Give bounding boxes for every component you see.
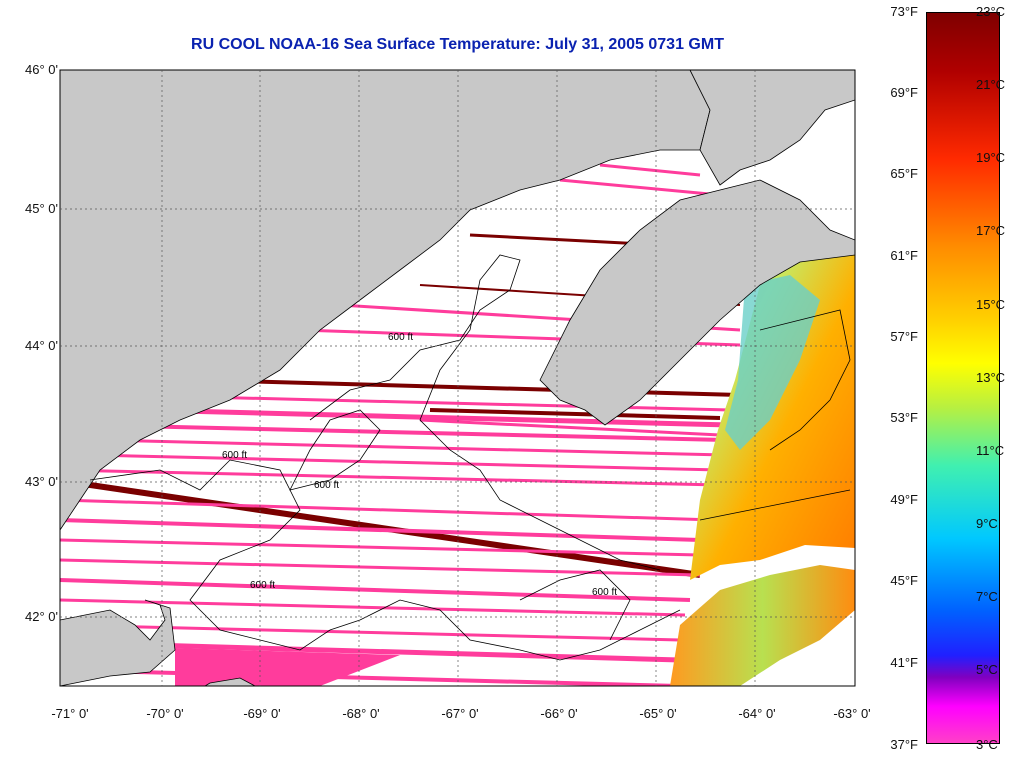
colorbar-c-label: 13°C [976,370,1006,385]
colorbar-c-label: 11°C [976,443,1005,458]
warm-water-region [690,255,855,580]
land-nova-scotia [539,179,855,426]
lon-label-67: -67° 0' [441,706,479,721]
lon-label-65: -65° 0' [639,706,677,721]
swath-stripe [429,408,721,420]
contour-label: 600 ft [314,480,339,491]
swath-stripe [89,423,726,442]
colorbar-f-label: 37°F [890,737,918,752]
lat-label-45: 45° 0' [25,201,58,216]
lat-label-43: 43° 0' [25,474,58,489]
swath-block [175,648,400,686]
swath-stripe [559,178,721,197]
lon-label-66: -66° 0' [540,706,578,721]
land-new-brunswick [689,70,855,186]
colorbar-c-label: 19°C [976,150,1006,165]
colorbar-c-label: 5°C [976,662,998,677]
southern-warm-patch [670,565,855,686]
colorbar-f-label: 61°F [890,248,918,263]
depth-contours [89,254,851,661]
colorbar-c-label: 9°C [976,516,998,531]
map-frame [59,69,856,687]
colorbar-f-label: 53°F [890,410,918,425]
swath-stripe [60,468,721,487]
swath-stripe [60,518,701,542]
colorbar-f-label: 49°F [890,492,918,507]
contour-label: 600 ft [388,332,413,343]
lon-label-71: -71° 0' [51,706,89,721]
colorbar-f-label: 73°F [890,4,918,19]
colorbar-c-label: 7°C [976,589,998,604]
lon-label-69: -69° 0' [243,706,281,721]
land-nantucket [204,677,256,686]
swath-stripe [99,438,726,457]
swath-stripe [139,407,731,428]
lon-label-70: -70° 0' [146,706,184,721]
colorbar-c-label: 21°C [976,77,1006,92]
land-cape-cod [60,599,176,686]
lon-label-63: -63° 0' [833,706,871,721]
swath-stripe [419,418,721,437]
colorbar-c-label: 23°C [976,4,1006,19]
colorbar-f-label: 69°F [890,85,918,100]
lat-label-42: 42° 0' [25,609,58,624]
contour-label: 600 ft [250,580,275,591]
swath-stripe [199,378,741,397]
colorbar-f-label: 41°F [890,655,918,670]
temperature-colorbar [926,12,1000,744]
colorbar-f-label: 65°F [890,166,918,181]
colorbar-c-label: 3°C [976,737,998,752]
swath-stripe [599,163,701,177]
swath-stripe [60,558,701,577]
cool-water-patch [725,275,820,450]
swath-stripe [89,453,721,472]
lon-label-64: -64° 0' [738,706,776,721]
map-title: RU COOL NOAA-16 Sea Surface Temperature:… [191,36,724,53]
lon-label-68: -68° 0' [342,706,380,721]
swath-stripe [60,598,686,617]
colorbar-f-label: 45°F [890,573,918,588]
land-mainland [60,70,711,531]
colorbar-c-label: 17°C [976,223,1006,238]
swath-stripe [60,668,681,686]
lat-label-46: 46° 0' [25,62,58,77]
contour-label: 600 ft [222,450,247,461]
swath-stripe [60,578,691,602]
colorbar-f-label: 57°F [890,329,918,344]
swath-stripe [60,538,701,557]
swath-stripe [149,642,681,663]
swath-stripe [60,498,716,522]
lat-label-44: 44° 0' [25,338,58,353]
contour-label: 600 ft [592,587,617,598]
colorbar-c-label: 15°C [976,297,1006,312]
